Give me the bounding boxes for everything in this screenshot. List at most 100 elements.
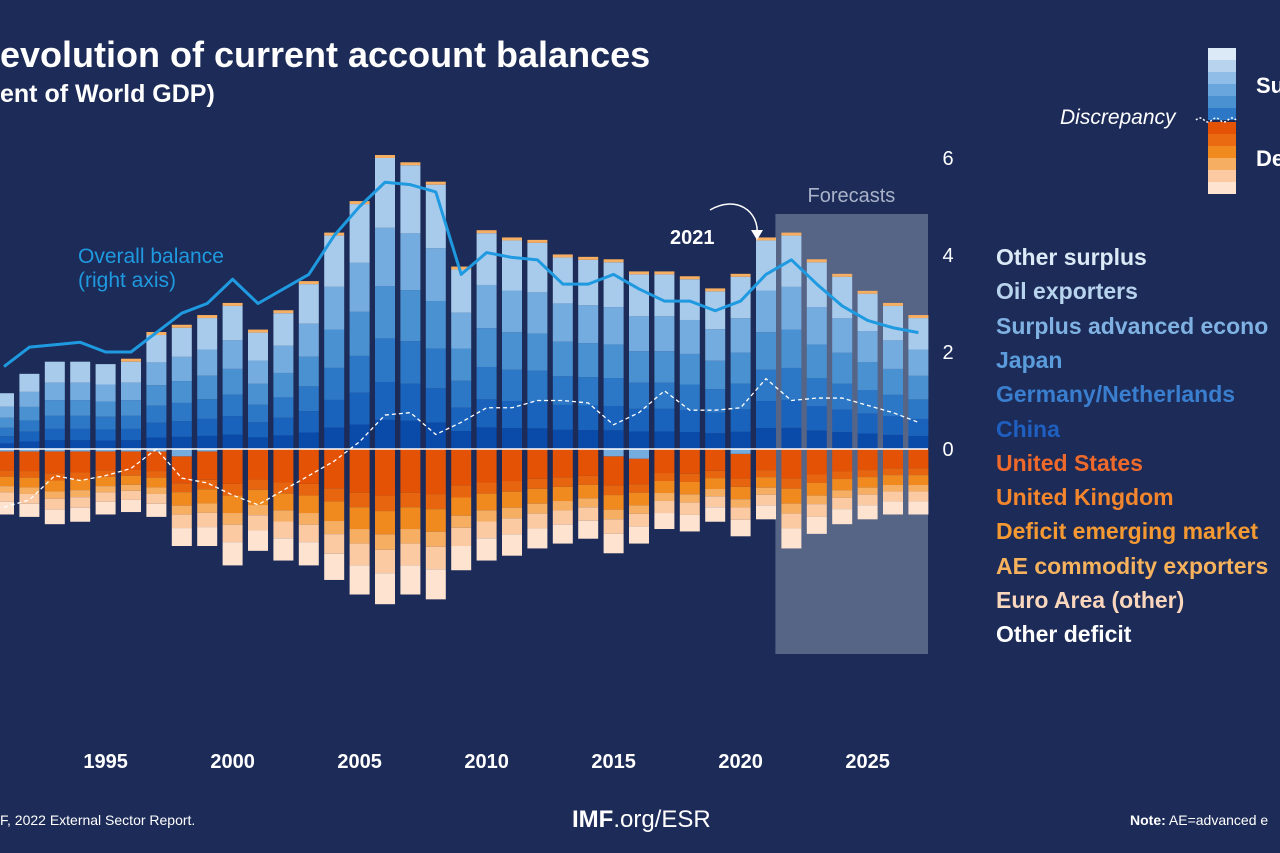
bar-deficit-segment: [502, 518, 522, 535]
bar-surplus-segment: [654, 382, 675, 409]
bar-deficit-segment: [451, 546, 472, 571]
bar-deficit-segment: [298, 483, 319, 496]
bar-deficit-segment: [527, 488, 548, 504]
x-tick-label: 2005: [337, 751, 382, 773]
bar-surplus-segment: [121, 440, 141, 449]
legend-item: AE commodity exporters: [996, 552, 1269, 579]
bar-deficit-segment: [0, 501, 14, 515]
bar-deficit-segment: [705, 449, 726, 471]
y-right-tick-label: 0: [942, 439, 953, 461]
bar-surplus-segment: [654, 351, 675, 383]
bar-surplus-segment: [578, 430, 599, 449]
bar-deficit-segment: [324, 488, 345, 502]
bar-surplus-segment: [19, 391, 40, 407]
bar-deficit-segment: [451, 449, 472, 486]
bar-surplus-segment: [400, 420, 421, 449]
bar-surplus-segment: [806, 378, 827, 407]
bar-surplus-segment: [298, 411, 319, 433]
bar-surplus-segment: [578, 343, 599, 378]
bar-deficit-segment: [629, 492, 649, 506]
overall-balance-label: (right axis): [78, 269, 176, 292]
bar-surplus-segment: [908, 418, 929, 436]
bar-surplus-segment: [603, 262, 624, 308]
bar-deficit-segment: [425, 509, 446, 532]
bar-deficit-segment: [121, 484, 141, 491]
x-tick-label: 2010: [464, 751, 509, 773]
bar-surplus-segment: [375, 419, 395, 449]
bar-surplus-segment: [908, 375, 929, 400]
bar-deficit-segment: [95, 470, 116, 477]
bar-deficit-segment: [552, 524, 573, 544]
bar-deficit-segment: [95, 501, 116, 515]
bar-deficit-segment: [857, 477, 878, 488]
bar-surplus-cap: [527, 239, 548, 243]
bar-deficit-segment: [629, 513, 649, 527]
bar-surplus-segment: [502, 240, 522, 291]
bar-deficit-segment: [425, 531, 446, 547]
bar-deficit-segment: [603, 456, 624, 486]
bar-deficit-segment: [324, 501, 345, 522]
bar-deficit-segment: [629, 458, 649, 485]
bar-surplus-segment: [222, 416, 243, 435]
bar-deficit-segment: [781, 488, 802, 504]
bar-surplus-segment: [248, 360, 268, 384]
bar-deficit-segment: [705, 507, 726, 522]
bar-surplus-segment: [603, 430, 624, 449]
bar-deficit-segment: [552, 486, 573, 502]
bar-deficit-segment: [756, 449, 776, 471]
bar-surplus-segment: [806, 344, 827, 379]
bar-deficit-segment: [400, 449, 421, 493]
bar-surplus-segment: [679, 409, 700, 433]
bar-deficit-segment: [502, 481, 522, 492]
bar-surplus-cap: [375, 155, 395, 158]
bar-surplus-segment: [146, 405, 167, 423]
bar-surplus-segment: [171, 327, 192, 357]
bar-deficit-segment: [197, 479, 218, 490]
bar-deficit-segment: [730, 486, 751, 500]
bar-discrepancy-segment: [121, 449, 141, 452]
bar-surplus-cap: [629, 271, 649, 275]
bar-surplus-segment: [603, 378, 624, 407]
bar-deficit-segment: [451, 527, 472, 546]
bar-deficit-segment: [527, 503, 548, 514]
bar-deficit-segment: [730, 519, 751, 537]
bar-surplus-cap: [298, 281, 319, 285]
bar-deficit-segment: [349, 492, 370, 508]
bar-surplus-segment: [552, 404, 573, 430]
bar-surplus-segment: [476, 284, 497, 329]
bar-surplus-segment: [349, 311, 370, 356]
footer-note-rest: AE=advanced e: [1168, 812, 1269, 828]
bar-surplus-segment: [44, 440, 65, 449]
key-surplus-swatch: [1208, 72, 1236, 84]
stacked-bars: [0, 155, 929, 605]
bar-surplus-segment: [0, 406, 14, 418]
bar-surplus-segment: [95, 440, 116, 449]
lines: [3, 180, 919, 508]
bar-deficit-segment: [375, 449, 395, 496]
bar-deficit-segment: [476, 521, 497, 539]
bar-deficit-segment: [0, 486, 14, 493]
bar-surplus-segment: [629, 351, 649, 383]
bar-surplus-cap: [857, 290, 878, 294]
bar-surplus-segment: [19, 420, 40, 432]
bar-surplus-segment: [527, 242, 548, 293]
bar-deficit-segment: [552, 510, 573, 525]
bar-deficit-segment: [908, 475, 929, 486]
bar-deficit-segment: [171, 528, 192, 546]
bar-deficit-segment: [730, 499, 751, 508]
bar-deficit-segment: [654, 493, 675, 502]
bar-deficit-segment: [806, 482, 827, 496]
bar-deficit-segment: [578, 449, 599, 476]
bar-surplus-segment: [197, 399, 218, 419]
bar-deficit-segment: [552, 501, 573, 511]
bar-surplus-segment: [883, 305, 903, 341]
bar-surplus-segment: [70, 361, 91, 383]
bar-surplus-segment: [654, 408, 675, 432]
legend-item: Euro Area (other): [996, 587, 1185, 613]
bar-surplus-segment: [451, 380, 472, 408]
bar-surplus-segment: [121, 361, 141, 383]
bar-surplus-segment: [425, 248, 446, 301]
bar-surplus-segment: [197, 418, 218, 436]
bar-deficit-segment: [857, 487, 878, 495]
bar-surplus-segment: [375, 286, 395, 339]
